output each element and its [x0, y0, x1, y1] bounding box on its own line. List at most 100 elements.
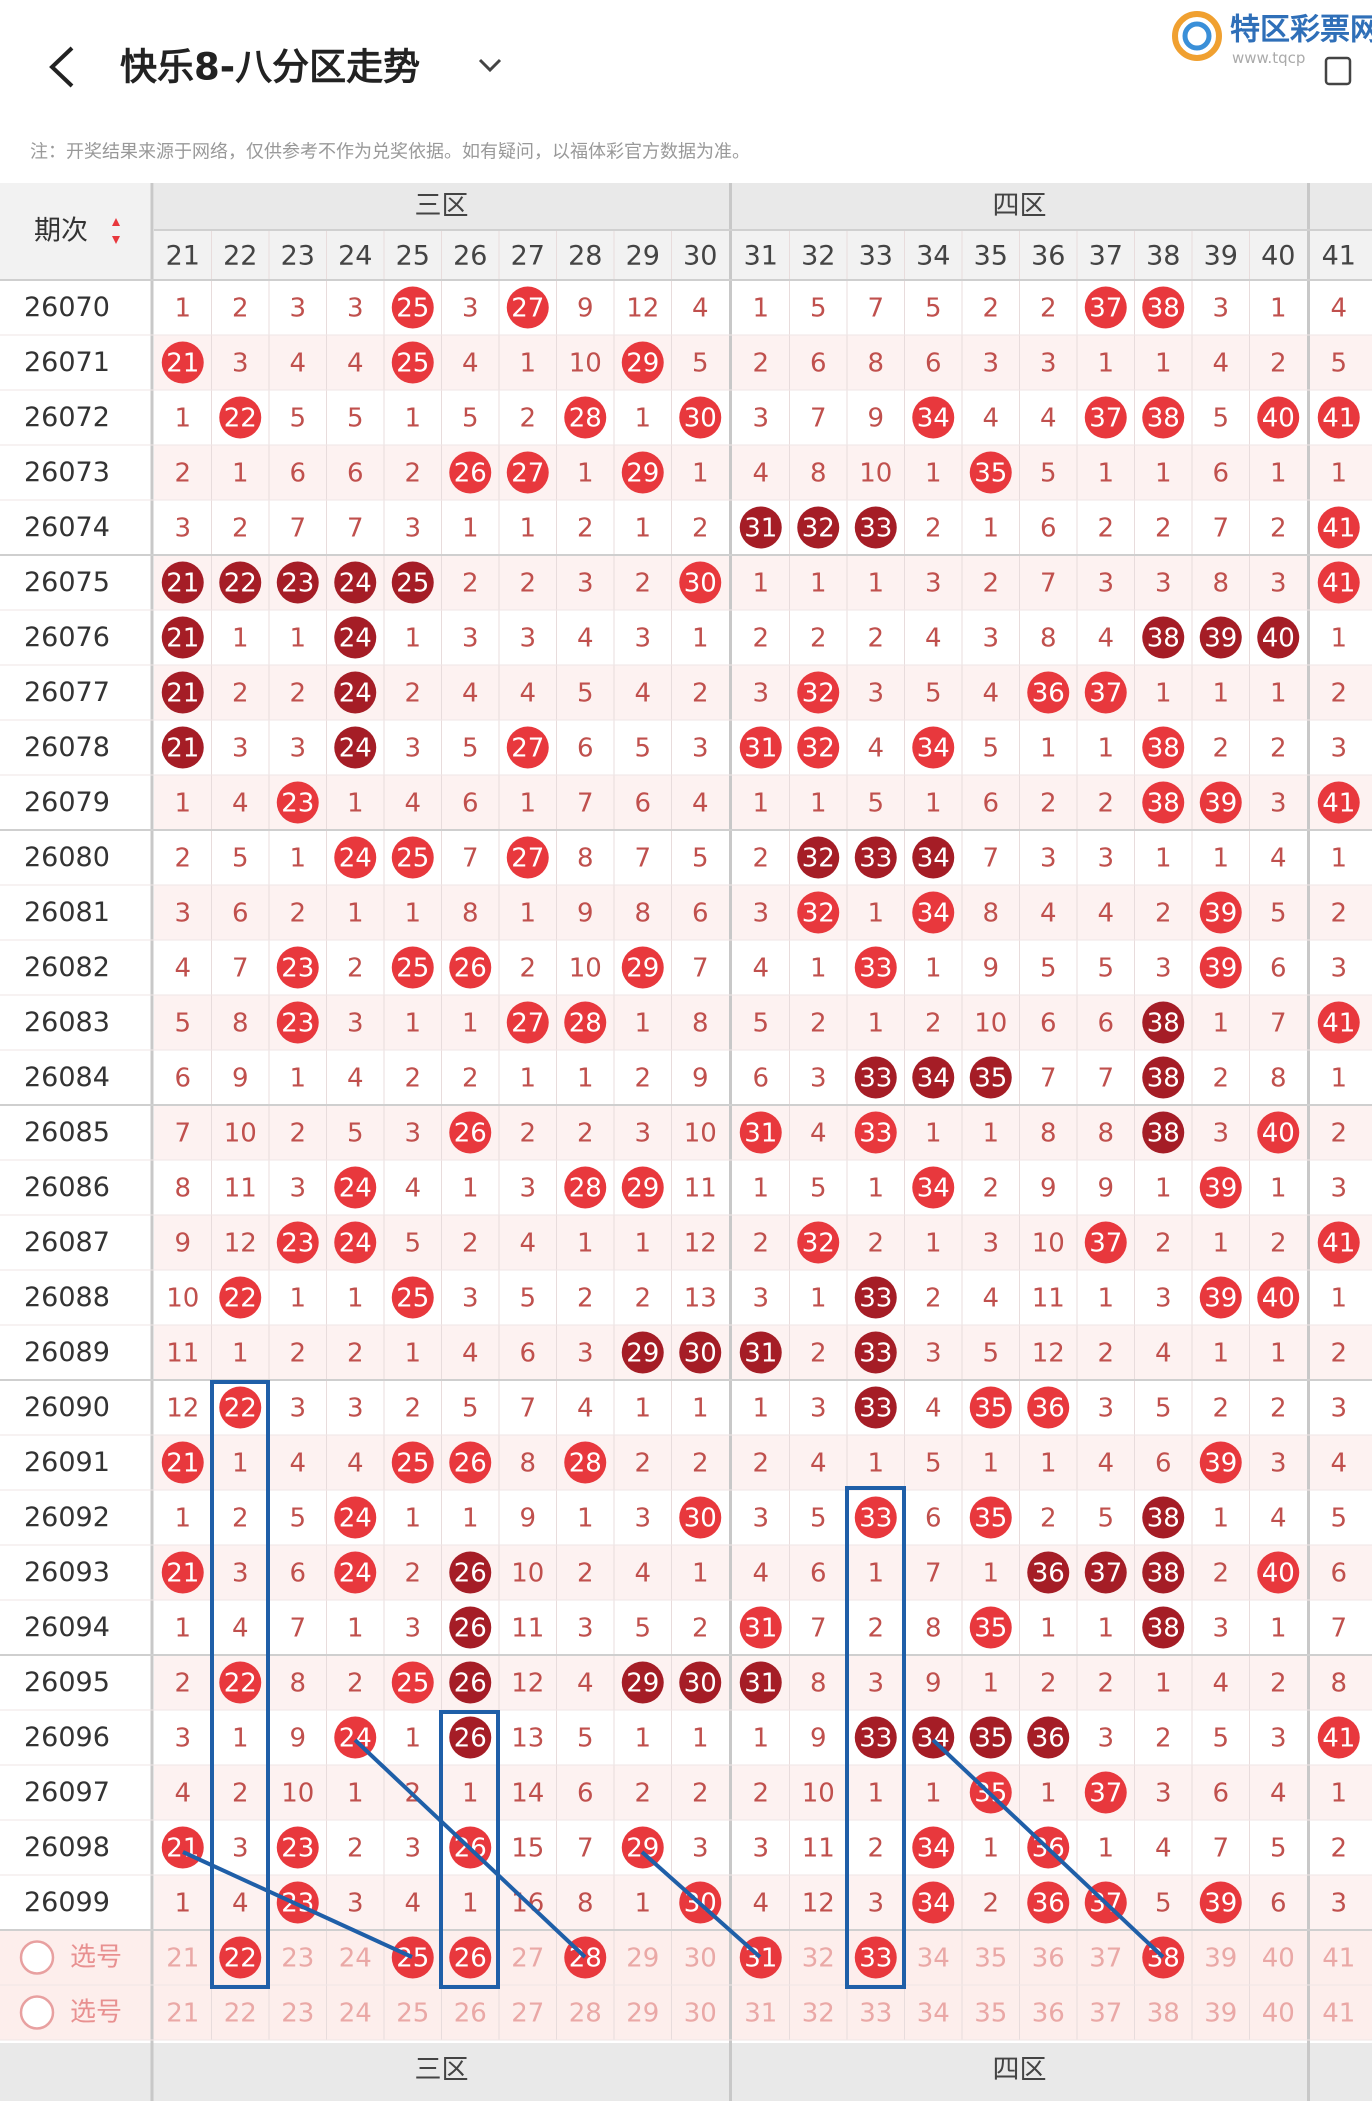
pick-number[interactable]: 33: [859, 1999, 892, 2029]
pick-number[interactable]: 39: [1204, 1999, 1237, 2029]
cell-value: 6: [810, 1559, 827, 1589]
hit-ball: [1142, 726, 1185, 769]
cell-value: 4: [577, 624, 594, 654]
pick-number[interactable]: 37: [1089, 1999, 1122, 2029]
cell-value: 40: [1262, 1119, 1295, 1149]
cell-value: 2: [232, 1779, 249, 1809]
cell-value: 5: [1040, 954, 1057, 984]
hit-ball: [334, 836, 377, 879]
cell-value: 1: [1155, 1174, 1172, 1204]
pick-number[interactable]: 41: [1322, 1999, 1355, 2029]
cell-value: 5: [1330, 1504, 1347, 1534]
cell-value: 6: [289, 459, 306, 489]
cell-value: 35: [974, 1504, 1007, 1534]
pick-number[interactable]: 29: [626, 1999, 659, 2029]
cell-value: 1: [1040, 1614, 1057, 1644]
picked-ball[interactable]: [391, 1936, 434, 1979]
hit-ball: [1084, 1771, 1127, 1814]
pick-number[interactable]: 30: [684, 1999, 717, 2029]
cell-value: 4: [810, 1449, 827, 1479]
cell-value: 9: [867, 404, 884, 434]
pick-number[interactable]: 30: [684, 1944, 717, 1974]
cell-value: 7: [810, 1614, 827, 1644]
pick-number[interactable]: 31: [744, 1999, 777, 2029]
dropdown-icon[interactable]: [478, 58, 502, 73]
pick-number[interactable]: 23: [281, 1999, 314, 2029]
pick-number[interactable]: 35: [974, 1999, 1007, 2029]
pick-number[interactable]: 34: [917, 1999, 950, 2029]
cell-value: 28: [569, 1174, 602, 1204]
pick-number[interactable]: 25: [396, 1999, 429, 2029]
cell-value: 1: [232, 1339, 249, 1369]
cell-value: 39: [1204, 954, 1237, 984]
hit-ball: [739, 726, 782, 769]
pick-number[interactable]: 27: [511, 1999, 544, 2029]
pick-number[interactable]: 23: [281, 1944, 314, 1974]
cell-value: 1: [1330, 1064, 1347, 1094]
pick-number[interactable]: 34: [917, 1944, 950, 1974]
pick-radio[interactable]: [19, 1940, 55, 1975]
pick-radio[interactable]: [19, 1995, 55, 2030]
cell-value: 1: [347, 1284, 364, 1314]
pick-number[interactable]: 39: [1204, 1944, 1237, 1974]
cell-value: 37: [1089, 294, 1122, 324]
hit-ball: [1142, 396, 1185, 439]
pick-number[interactable]: 21: [166, 1999, 199, 2029]
pick-label: 选号: [70, 1943, 122, 1973]
cell-value: 6: [1040, 514, 1057, 544]
cell-value: 3: [577, 1614, 594, 1644]
pick-number[interactable]: 22: [224, 1999, 257, 2029]
window-icon[interactable]: [1324, 56, 1352, 86]
cell-value: 10: [859, 459, 892, 489]
picked-ball[interactable]: [854, 1936, 897, 1979]
pick-number[interactable]: 24: [339, 1999, 372, 2029]
pick-number[interactable]: 36: [1032, 1944, 1065, 1974]
pick-number[interactable]: 38: [1147, 1999, 1180, 2029]
cell-value: 3: [347, 294, 364, 324]
pick-number[interactable]: 35: [974, 1944, 1007, 1974]
cell-value: 2: [519, 569, 536, 599]
cell-value: 1: [634, 1229, 651, 1259]
cell-value: 1: [1155, 349, 1172, 379]
cell-value: 1: [1212, 844, 1229, 874]
pick-number[interactable]: 24: [339, 1944, 372, 1974]
picked-number: 26: [454, 1944, 487, 1974]
pick-number[interactable]: 40: [1262, 1999, 1295, 2029]
cell-value: 34: [917, 1064, 950, 1094]
hit-ball: [1142, 1056, 1185, 1099]
cell-value: 1: [867, 1009, 884, 1039]
cell-value: 1: [232, 459, 249, 489]
cell-value: 8: [982, 899, 999, 929]
pick-number[interactable]: 32: [802, 1944, 835, 1974]
logo-url: www.tqcp: [1232, 49, 1305, 67]
cell-value: 4: [692, 294, 709, 324]
picked-ball[interactable]: [449, 1936, 492, 1979]
pick-number[interactable]: 36: [1032, 1999, 1065, 2029]
hit-ball: [854, 1331, 897, 1374]
cell-value: 4: [289, 349, 306, 379]
pick-number[interactable]: 37: [1089, 1944, 1122, 1974]
picked-ball[interactable]: [219, 1936, 262, 1979]
pick-number[interactable]: 41: [1322, 1944, 1355, 1974]
cell-value: 39: [1204, 1284, 1237, 1314]
hit-ball: [1257, 1111, 1300, 1154]
cell-value: 1: [810, 954, 827, 984]
pick-number[interactable]: 26: [454, 1999, 487, 2029]
cell-value: 2: [347, 1834, 364, 1864]
cell-value: 3: [1330, 1394, 1347, 1424]
pick-number[interactable]: 32: [802, 1999, 835, 2029]
pick-number[interactable]: 27: [511, 1944, 544, 1974]
pick-number[interactable]: 29: [626, 1944, 659, 1974]
cell-value: 6: [1040, 1009, 1057, 1039]
hit-ball: [854, 1496, 897, 1539]
page-title[interactable]: 快乐8-八分区走势: [120, 46, 420, 89]
cell-value: 2: [634, 1284, 651, 1314]
pick-number[interactable]: 21: [166, 1944, 199, 1974]
cell-value: 24: [339, 1504, 372, 1534]
cell-value: 35: [974, 1724, 1007, 1754]
pick-number[interactable]: 28: [569, 1999, 602, 2029]
back-button[interactable]: [49, 46, 74, 88]
pick-number[interactable]: 40: [1262, 1944, 1295, 1974]
cell-value: 2: [752, 624, 769, 654]
